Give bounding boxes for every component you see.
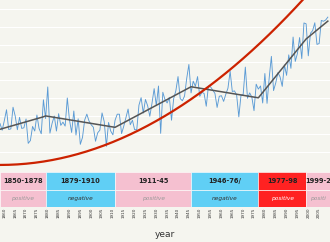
Text: 1995: 1995	[295, 207, 299, 218]
Text: 1970: 1970	[241, 207, 245, 218]
Bar	[0, 190, 46, 207]
Text: 1875: 1875	[35, 207, 39, 218]
Bar	[258, 172, 306, 190]
Text: 1870: 1870	[24, 207, 28, 218]
Bar	[115, 172, 191, 190]
Text: 2005: 2005	[317, 207, 321, 218]
Text: positive: positive	[142, 196, 165, 201]
Text: positi: positi	[310, 196, 326, 201]
Text: 1999-2: 1999-2	[305, 178, 330, 184]
Text: 1880: 1880	[46, 207, 50, 218]
Text: 1915: 1915	[122, 207, 126, 218]
Text: positive: positive	[271, 196, 294, 201]
Bar	[306, 172, 330, 190]
Text: negative: negative	[67, 196, 93, 201]
Text: 1890: 1890	[67, 207, 72, 218]
Text: 1885: 1885	[57, 207, 61, 218]
Text: 1900: 1900	[89, 207, 93, 218]
Text: 1946-76/: 1946-76/	[208, 178, 241, 184]
Text: 1960: 1960	[219, 207, 223, 218]
Text: 1905: 1905	[100, 207, 104, 218]
Text: year: year	[155, 230, 175, 239]
Text: 1850-1878: 1850-1878	[3, 178, 43, 184]
Text: 1955: 1955	[209, 207, 213, 218]
Text: 2000: 2000	[306, 207, 310, 218]
Text: 1975: 1975	[252, 207, 256, 218]
Text: 1985: 1985	[274, 207, 278, 218]
Bar	[191, 172, 258, 190]
Text: 1950: 1950	[198, 207, 202, 218]
Text: 1977-98: 1977-98	[267, 178, 297, 184]
Bar	[0, 172, 46, 190]
Text: 1911-45: 1911-45	[138, 178, 168, 184]
Text: 1945: 1945	[187, 207, 191, 218]
Text: 1980: 1980	[263, 207, 267, 218]
Text: 1895: 1895	[78, 207, 82, 218]
Bar	[258, 190, 306, 207]
Bar	[115, 190, 191, 207]
Text: 1930: 1930	[154, 207, 158, 218]
Text: 1935: 1935	[165, 207, 169, 218]
Text: 1965: 1965	[230, 207, 234, 218]
Bar	[46, 172, 115, 190]
Text: 1920: 1920	[133, 207, 137, 218]
Text: negative: negative	[212, 196, 238, 201]
Text: 1940: 1940	[176, 207, 180, 218]
Text: positive: positive	[11, 196, 34, 201]
Bar	[306, 190, 330, 207]
Text: 1860: 1860	[2, 207, 6, 218]
Text: 1925: 1925	[144, 207, 148, 218]
Bar	[191, 190, 258, 207]
Text: 1865: 1865	[13, 207, 17, 218]
Text: 1910: 1910	[111, 207, 115, 218]
Bar	[46, 190, 115, 207]
Text: 1879-1910: 1879-1910	[60, 178, 100, 184]
Text: 1990: 1990	[284, 207, 288, 218]
